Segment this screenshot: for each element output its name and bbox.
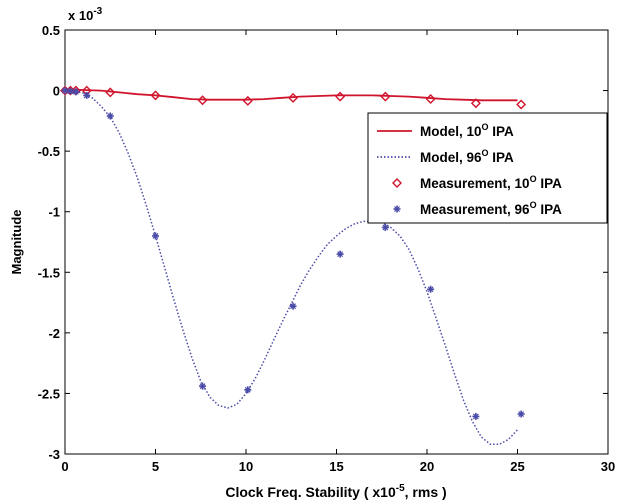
x-tick-label: 25 [510,459,524,474]
x-tick-label: 15 [329,459,343,474]
legend-entry-2: Measurement, 10O IPA [392,174,562,191]
y-tick-label: -1 [48,205,60,220]
legend-label: Model, 96O IPA [420,148,514,165]
data-point-2 [380,91,391,102]
x-tick-label: 10 [239,459,253,474]
y-tick-label: -2.5 [38,386,60,401]
data-point-2 [516,99,527,110]
legend: Model, 10O IPA Model, 96O IPA Measurement,… [367,112,608,224]
legend-label: Measurement, 10O IPA [420,174,562,191]
data-point-3 [244,386,252,394]
legend-entry-1: Model, 96O IPA [377,148,514,165]
x-tick-label: 5 [152,459,159,474]
data-point-3 [106,112,114,120]
data-point-2 [242,95,253,106]
legend-swatch [392,178,402,188]
data-point-2 [197,95,208,106]
x-tick-label: 30 [601,459,615,474]
data-point-3 [381,223,389,231]
legend-label: Model, 10O IPA [420,122,514,139]
data-point-2 [150,90,161,101]
legend-entry-3: Measurement, 96O IPA [393,200,562,217]
data-point-2 [425,94,436,105]
series-group [64,88,519,446]
y-tick-label: 0.5 [42,23,60,38]
legend-swatch [393,205,401,213]
y-tick-label: 0 [53,84,60,99]
y-axis-label: Magnitude [9,210,24,275]
data-point-3 [83,91,91,99]
y-tick-label: -1.5 [38,265,60,280]
x-tick-label: 0 [61,459,68,474]
data-point-3 [336,250,344,258]
y-tick-label: -2 [48,326,60,341]
data-point-3 [289,302,297,310]
data-point-3 [427,285,435,293]
data-point-2 [288,92,299,103]
x-tick-label: 20 [420,459,434,474]
data-point-3 [199,382,207,390]
series-line-0 [64,88,518,102]
markers-group [60,85,527,420]
data-point-3 [72,88,80,96]
data-point-3 [517,410,525,418]
data-point-2 [470,98,481,109]
data-point-2 [335,91,346,102]
data-point-2 [105,87,116,98]
x-axis-label: Clock Freq. Stability ( x10-5, rms ) [225,483,446,500]
plot-area [64,29,609,455]
y-multiplier: x 10-3 [68,6,103,23]
legend-label: Measurement, 96O IPA [420,200,562,217]
y-tick-label: -3 [48,447,60,462]
y-tick-label: -0.5 [38,144,60,159]
data-point-3 [152,232,159,240]
data-point-3 [472,412,480,420]
axis-ticks: 0 5 10 15 20 25 30 0.5 0 -0.5 -1 -1.5 -2 -2.5 -3 [38,23,616,474]
legend-entry-0: Model, 10O IPA [377,122,514,139]
